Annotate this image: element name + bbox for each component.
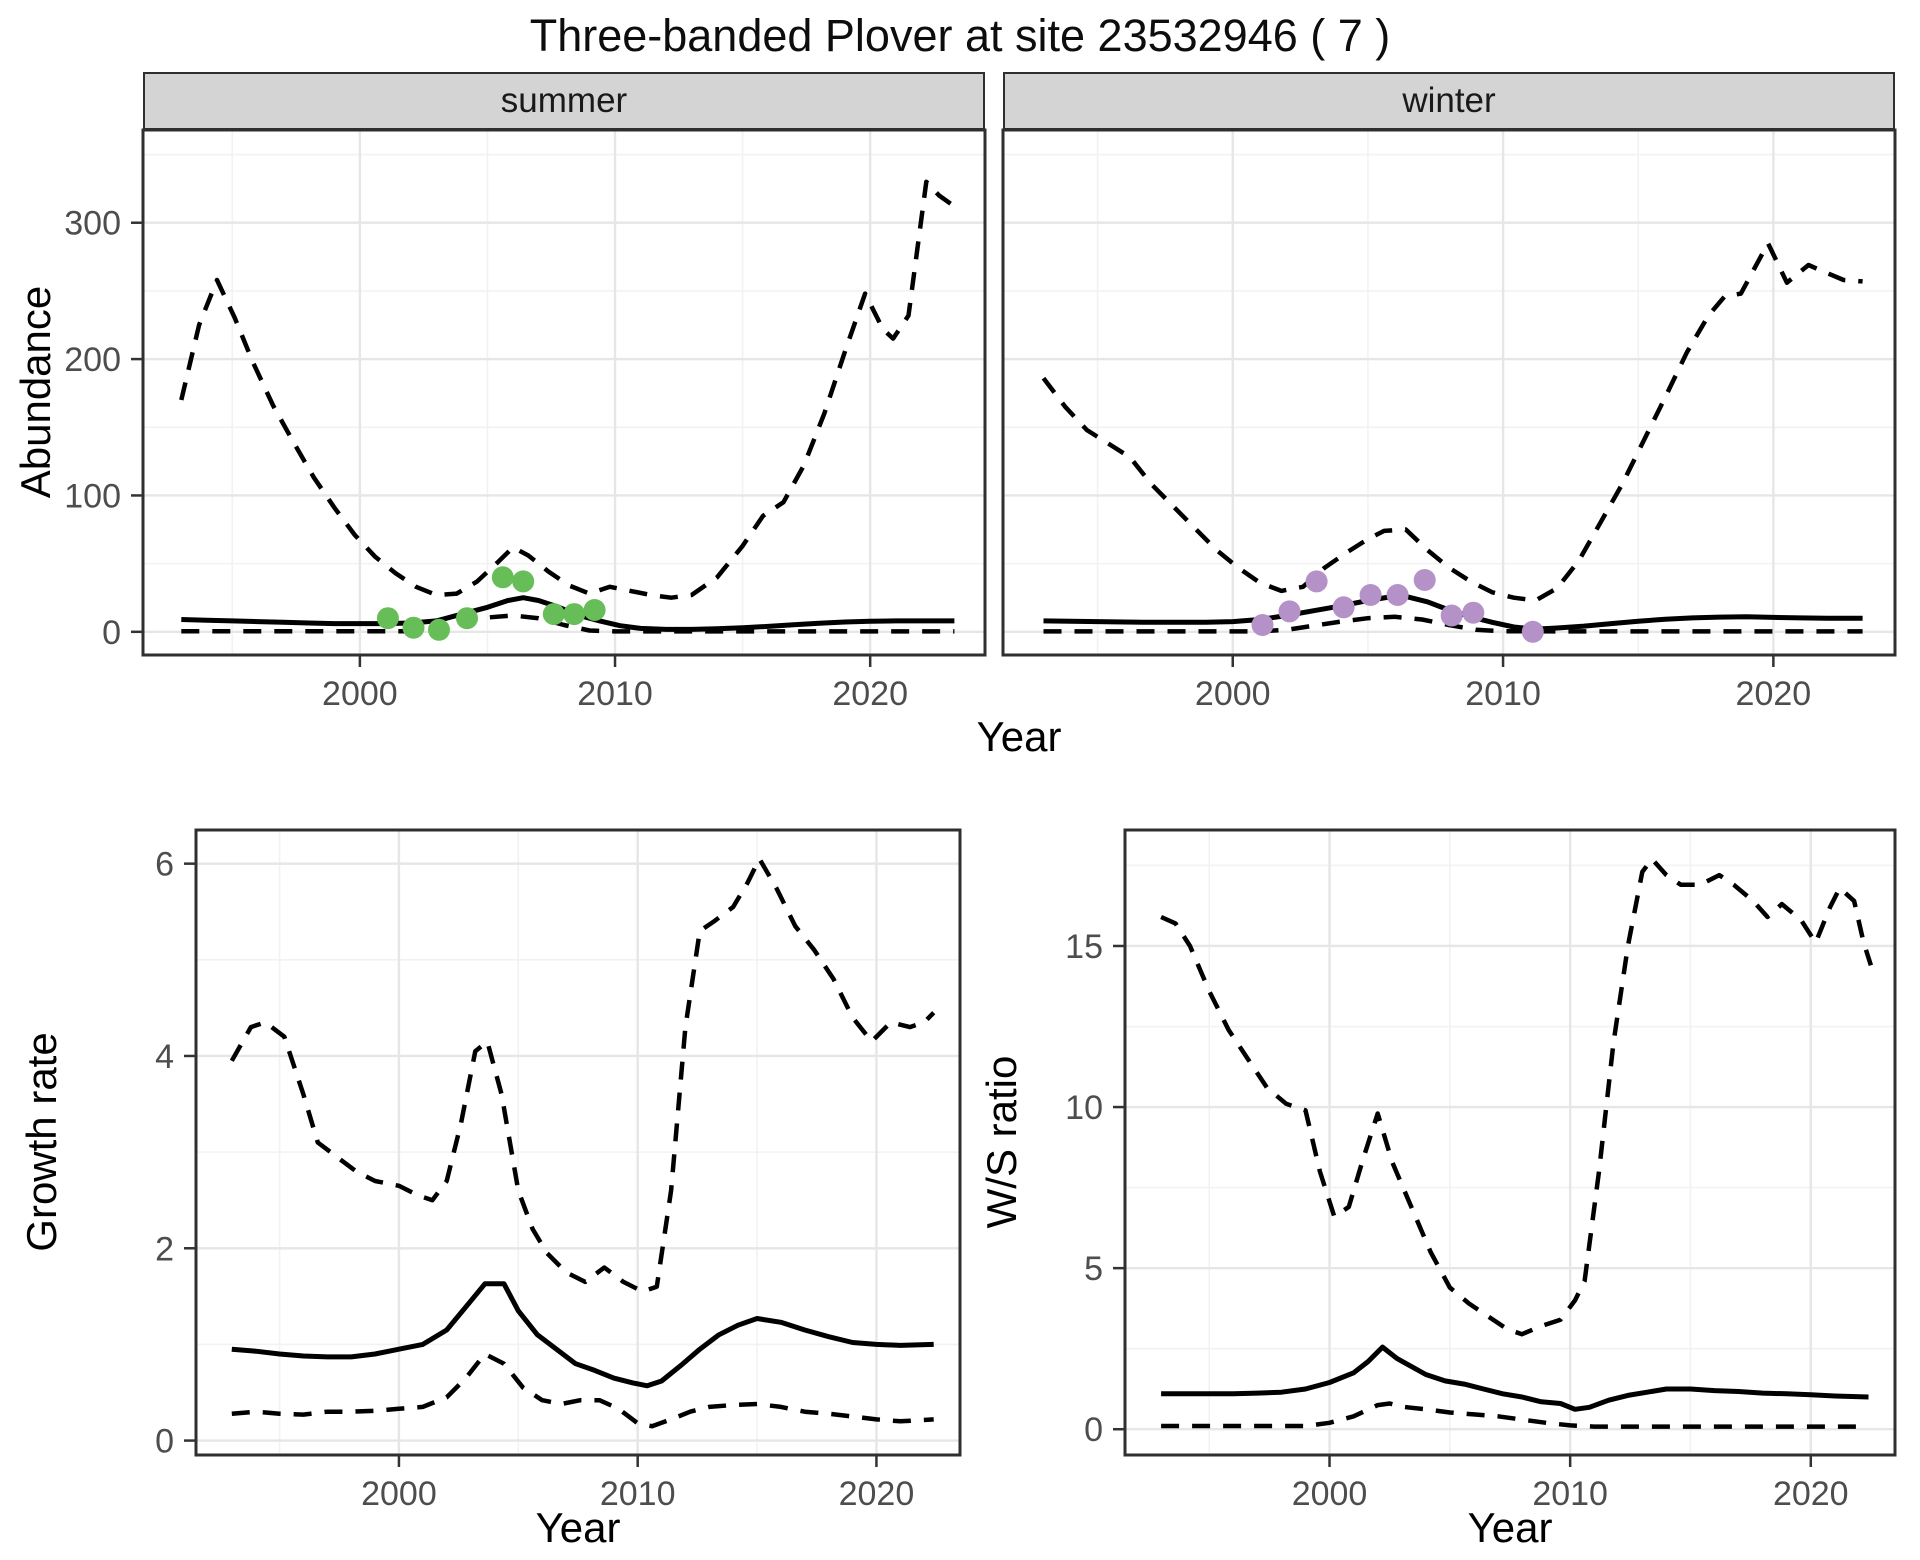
winter-upper-ci-line (1041, 240, 1863, 603)
panel-ws-ratio: 2000 2010 2020 0 5 10 15 (1065, 828, 1897, 1513)
y-tick-label: 0 (102, 614, 121, 652)
summer-lower-ci-line (181, 613, 955, 634)
ws-median-line (1161, 1344, 1869, 1412)
y-tick-label: 0 (155, 1423, 174, 1461)
winter-observed-point (1413, 569, 1436, 591)
facet-strip-summer-label: summer (500, 81, 628, 120)
plot-title: Three-banded Plover at site 23532946 ( 7… (529, 10, 1391, 61)
x-tick-label: 2010 (577, 675, 653, 713)
facet-strip-winter: winter (1003, 72, 1895, 130)
x-tick-label: 2020 (839, 1475, 915, 1513)
panel-border (1001, 128, 1897, 657)
y-tick-label: 6 (155, 846, 174, 884)
panel-growth-rate: 2000 2010 2020 0 2 4 6 (155, 828, 962, 1513)
x-tick-label: 2010 (600, 1475, 676, 1513)
panel-border (1123, 828, 1897, 1457)
summer-upper-ci-line (179, 179, 956, 600)
summer-observed-point (402, 616, 425, 639)
winter-observed-point (1386, 584, 1409, 606)
ws-upper-ci-line (1160, 856, 1874, 1337)
x-axis-title-year-growth: Year (535, 1504, 621, 1551)
y-tick-label: 300 (64, 205, 121, 243)
summer-observed-point (542, 603, 565, 626)
y-axis-title-abundance: Abundance (12, 285, 59, 499)
x-tick-label: 2020 (1736, 675, 1812, 713)
summer-observed-point (491, 566, 514, 589)
x-tick-label: 2000 (1195, 675, 1271, 713)
winter-observed-point (1278, 600, 1301, 623)
y-tick-label: 200 (64, 341, 121, 379)
y-tick-label: 2 (155, 1230, 174, 1268)
winter-observed-point (1251, 614, 1274, 636)
winter-observed-point (1305, 570, 1328, 593)
x-tick-label: 2010 (1465, 675, 1541, 713)
x-tick-label: 2020 (832, 675, 908, 713)
facet-strip-winter-label: winter (1402, 81, 1496, 120)
summer-observed-point (583, 599, 606, 621)
y-axis-title-ws-ratio: W/S ratio (978, 1055, 1025, 1229)
y-tick-label: 0 (1084, 1411, 1103, 1449)
y-tick-label: 100 (64, 477, 121, 515)
x-axis-title-year-ws: Year (1467, 1504, 1553, 1551)
panel-abundance-winter: 2000 2010 2020 (1001, 128, 1897, 713)
facet-strip-summer: summer (143, 72, 985, 130)
winter-observed-point (1440, 604, 1463, 627)
summer-observed-point (456, 607, 478, 630)
winter-lower-ci-line (1043, 614, 1863, 634)
x-tick-label: 2000 (1292, 1475, 1368, 1513)
growth-lower-ci-line (231, 1351, 934, 1429)
winter-observed-point (1332, 596, 1355, 619)
summer-observed-point (563, 603, 586, 626)
panel-border (194, 828, 962, 1457)
x-tick-label: 2000 (322, 675, 398, 713)
y-tick-label: 5 (1084, 1250, 1103, 1288)
growth-median-line (231, 1281, 934, 1389)
summer-observed-point (512, 570, 535, 593)
x-tick-label: 2000 (361, 1475, 437, 1513)
y-tick-label: 15 (1065, 928, 1103, 966)
y-tick-label: 4 (155, 1038, 174, 1076)
x-tick-label: 2010 (1532, 1475, 1608, 1513)
y-tick-label: 10 (1065, 1089, 1103, 1127)
panel-abundance-summer: 2000 2010 2020 0 100 200 300 (64, 128, 987, 713)
panel-background (196, 830, 960, 1455)
panel-border (141, 128, 987, 657)
winter-observed-point (1521, 620, 1544, 643)
summer-observed-point (428, 618, 450, 641)
y-axis-title-growth-rate: Growth rate (18, 1032, 65, 1252)
x-tick-label: 2020 (1773, 1475, 1849, 1513)
winter-observed-point (1359, 584, 1382, 606)
x-axis-title-year-top: Year (976, 713, 1062, 760)
summer-observed-point (376, 607, 399, 630)
growth-upper-ci-line (229, 856, 936, 1294)
ws-lower-ci-line (1161, 1401, 1869, 1429)
winter-observed-point (1462, 601, 1485, 624)
panel-background (1125, 830, 1895, 1455)
panel-background (1003, 130, 1895, 655)
panel-background (143, 130, 985, 655)
